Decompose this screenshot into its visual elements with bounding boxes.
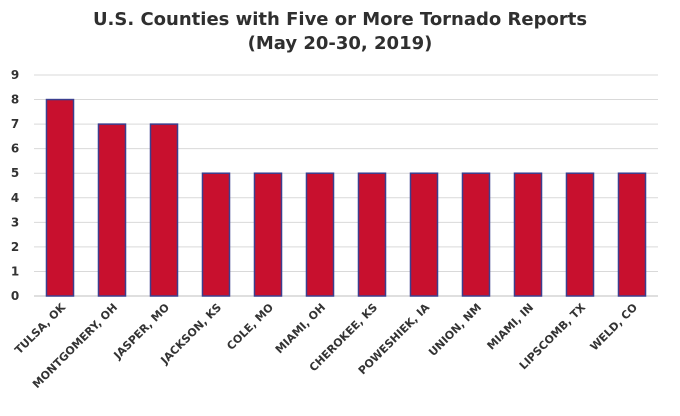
y-tick-label: 2: [11, 240, 19, 254]
chart-title: U.S. Counties with Five or More Tornado …: [92, 9, 588, 30]
x-tick-label: TULSA, OK: [12, 301, 68, 357]
chart-title-block: U.S. Counties with Five or More Tornado …: [0, 8, 680, 56]
y-tick-label: 7: [11, 117, 19, 131]
y-tick-label: 3: [11, 215, 19, 229]
y-tick-label: 8: [11, 93, 19, 107]
x-tick-label: WELD, CO: [588, 301, 640, 353]
x-tick-label: UNION, NM: [426, 301, 484, 359]
y-tick-label: 5: [11, 166, 19, 180]
bar: [617, 172, 647, 297]
bar: [149, 123, 179, 297]
x-tick-label: COLE, MO: [224, 301, 276, 353]
bar: [513, 172, 543, 297]
x-tick-label: MONTGOMERY, OH: [30, 301, 120, 391]
bar: [461, 172, 491, 297]
bar: [253, 172, 283, 297]
x-tick-label: MIAMI, IN: [485, 301, 537, 353]
y-tick-label: 9: [11, 68, 19, 82]
y-tick-label: 4: [11, 191, 19, 205]
y-tick-label: 1: [11, 264, 19, 278]
bar: [97, 123, 127, 297]
bar: [565, 172, 595, 297]
chart-subtitle: (May 20-30, 2019): [247, 33, 433, 54]
bar: [357, 172, 387, 297]
y-tick-label: 0: [11, 289, 19, 303]
x-tick-label: MIAMI, OH: [273, 301, 328, 356]
y-tick-label: 6: [11, 142, 19, 156]
bar: [45, 98, 75, 297]
bar: [305, 172, 335, 297]
bar: [409, 172, 439, 297]
bar: [201, 172, 231, 297]
